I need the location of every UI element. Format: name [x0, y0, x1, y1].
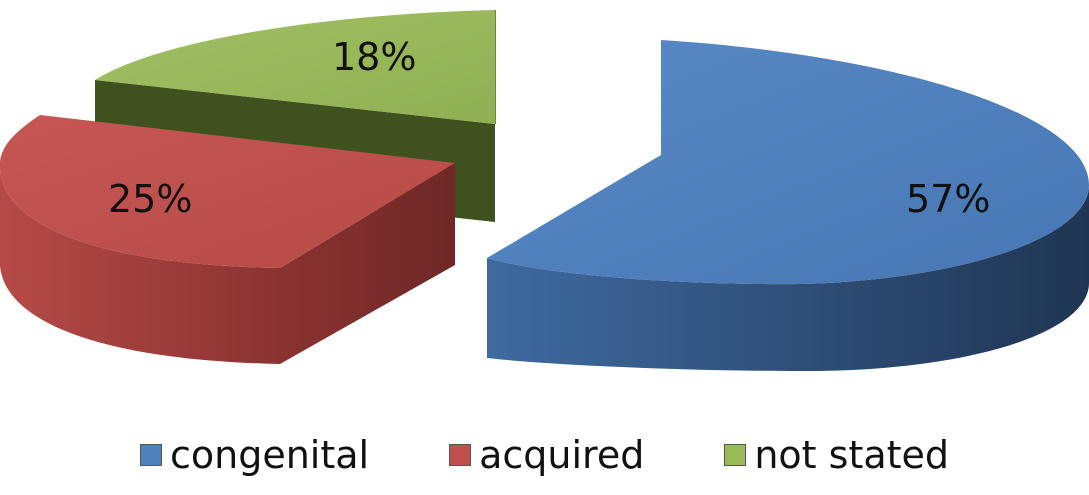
legend-swatch-not-stated: [724, 444, 747, 466]
data-label-congenital: 57%: [906, 177, 990, 221]
slice-congenital-side: [487, 185, 1089, 372]
legend-item-acquired: acquired: [449, 436, 644, 474]
pie-chart-canvas: 18% 25% 57%: [0, 10, 1089, 372]
slice-congenital: [487, 40, 1089, 372]
data-label-acquired: 25%: [108, 177, 192, 221]
legend-label-not-stated: not stated: [754, 433, 950, 477]
legend-swatch-acquired: [449, 444, 472, 466]
legend-item-congenital: congenital: [139, 433, 370, 477]
legend-label-congenital: congenital: [169, 433, 370, 477]
legend-item-not-stated: not stated: [724, 436, 949, 474]
legend-swatch-congenital: [139, 444, 162, 466]
data-label-not-stated: 18%: [332, 35, 416, 79]
slice-acquired-top: [0, 115, 455, 268]
slice-not-stated-top: [95, 10, 495, 124]
slice-acquired-side: [0, 170, 280, 364]
slice-acquired-cut-face: [280, 163, 455, 364]
slice-congenital-top: [487, 40, 1089, 285]
chart-legend: congenital acquired not stated: [0, 430, 1089, 480]
slice-not-stated-right-face: [495, 10, 496, 124]
slice-acquired: [0, 115, 455, 364]
legend-label-acquired: acquired: [479, 433, 645, 477]
